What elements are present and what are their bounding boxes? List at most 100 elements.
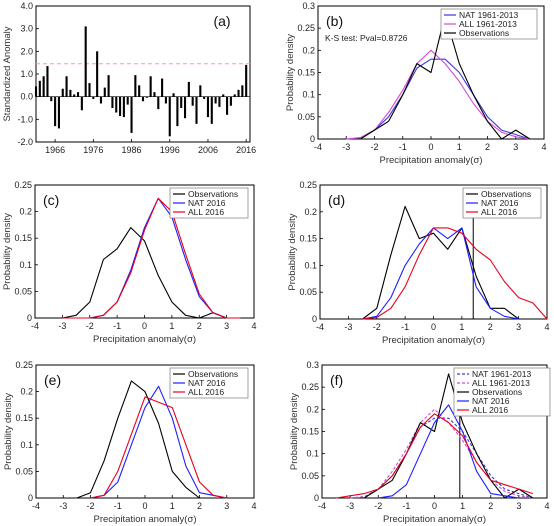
- x-tick-label: -2: [86, 501, 94, 511]
- series-line-nat-2016: [378, 404, 519, 499]
- y-tick-label: 0.0: [20, 92, 33, 102]
- bar: [73, 94, 76, 97]
- legend-entry: ALL 2016: [188, 207, 224, 217]
- bar: [149, 76, 152, 97]
- y-tick-label: 0.1: [20, 440, 33, 450]
- bar: [206, 96, 210, 118]
- y-tick-label: 0.25: [297, 23, 315, 33]
- y-tick-label: 0.2: [19, 207, 32, 217]
- panel-label: (d): [328, 192, 345, 208]
- bar: [164, 96, 167, 104]
- y-tick-label: -1.0: [17, 114, 33, 124]
- series-line-all-1961-2013: [346, 49, 530, 140]
- x-tick-label: 3: [513, 142, 518, 152]
- bar: [107, 75, 110, 97]
- y-tick-label: 0.2: [20, 387, 33, 397]
- x-tick-label: 2: [197, 501, 202, 511]
- series-line-observations: [362, 205, 519, 320]
- legend-entry: ALL 2016: [188, 387, 224, 397]
- bar: [191, 96, 194, 106]
- series-line-nat-1961-2013: [350, 417, 534, 499]
- bar: [214, 96, 217, 104]
- x-tick-label: -3: [58, 321, 66, 331]
- panel-b: 0 0.05 0.1 0.15 0.2 0.25 0.3 -4 -3 -2 -1 0 1 2 3 4 Preci…: [285, 1, 547, 166]
- series-line-all-2016: [362, 227, 548, 320]
- x-tick-label: 0: [431, 322, 436, 332]
- ks-test-annotation: K-S test: Pval=0.8726: [325, 33, 408, 43]
- panel-c: 0 0.05 0.1 0.15 0.2 0.25 -4 -3 -2 -1 0 1 2 3 4 Precipit…: [2, 180, 257, 345]
- bar: [218, 96, 221, 107]
- bar: [203, 96, 206, 99]
- bar: [172, 93, 175, 97]
- x-tick-label: -2: [373, 322, 381, 332]
- x-tick-label: 1976: [83, 145, 103, 155]
- legend-entry: ALL 2016: [481, 207, 517, 217]
- bar: [176, 96, 179, 127]
- y-tick-label: 0.1: [19, 260, 32, 270]
- x-tick-label: 0: [432, 501, 437, 511]
- x-tick-label: 2: [488, 322, 493, 332]
- bar: [187, 81, 190, 97]
- legend-entry: NAT 1961-2013: [459, 10, 518, 20]
- bar: [122, 96, 125, 118]
- panel-a: -2.0 -1.0 0.0 1.0 2.0 3.0 4.0 1966 1976 1986 1996 2…: [2, 1, 256, 155]
- x-tick-label: 2: [485, 142, 490, 152]
- y-tick-label: 0.2: [306, 404, 319, 414]
- y-axis-label: Standardized Anomaly: [2, 26, 13, 121]
- y-axis-label: Probability density: [287, 213, 298, 290]
- legend-entry: NAT 2016: [472, 396, 510, 406]
- y-tick-label: 0.25: [15, 360, 33, 370]
- y-tick-label: 0.15: [297, 68, 315, 78]
- panel-f: 0 0.05 0.1 0.15 0.2 0.25 0.3 -4 -3 -2 -1 0 1 2 3 4 Preci…: [289, 360, 551, 525]
- bar: [233, 94, 236, 97]
- series-line-nat-2016: [362, 227, 519, 320]
- legend-box: [453, 367, 551, 417]
- x-tick-label: -4: [32, 501, 40, 511]
- x-tick-label: -3: [342, 142, 350, 152]
- x-tick-label: 4: [541, 142, 546, 152]
- x-tick-label: 1996: [160, 145, 180, 155]
- x-axis-label: Precipitation anomaly(σ): [379, 155, 482, 166]
- x-tick-label: 3: [516, 322, 521, 332]
- bar: [34, 86, 38, 97]
- x-tick-label: -2: [86, 321, 94, 331]
- bar: [76, 92, 80, 97]
- series-line-all-2016: [62, 197, 241, 319]
- bar: [180, 96, 183, 108]
- legend-entry: ALL 1961-2013: [459, 19, 517, 29]
- y-tick-label: 0: [27, 313, 32, 323]
- y-tick-label: -2.0: [17, 137, 33, 147]
- bar: [115, 96, 118, 113]
- legend-entry: Observations: [481, 189, 531, 199]
- legend-entry: NAT 2016: [481, 198, 519, 208]
- bar: [168, 96, 171, 137]
- y-tick-label: 0.05: [297, 112, 315, 122]
- x-tick-label: 1986: [122, 145, 142, 155]
- y-tick-label: 0.1: [306, 449, 319, 459]
- y-tick-label: 0.05: [15, 466, 33, 476]
- y-tick-label: 0.3: [302, 1, 315, 11]
- bar: [241, 85, 244, 97]
- y-tick-label: 0.2: [302, 45, 315, 55]
- bar: [134, 75, 137, 97]
- y-tick-label: 0.05: [299, 287, 317, 297]
- y-tick-label: 2.0: [20, 46, 33, 56]
- bar: [145, 96, 148, 98]
- y-axis-label: Probability density: [2, 213, 13, 290]
- y-tick-label: 1.0: [20, 69, 33, 79]
- x-axis-label: Precipitation anomaly(σ): [93, 514, 196, 525]
- x-tick-label: 0: [142, 501, 147, 511]
- x-tick-label: 1: [169, 321, 174, 331]
- y-tick-label: 0.15: [301, 427, 319, 437]
- y-tick-label: 0.25: [299, 180, 317, 190]
- x-tick-label: 1966: [45, 145, 65, 155]
- x-tick-label: 1: [170, 501, 175, 511]
- series-line-observations: [363, 373, 534, 499]
- bar: [92, 96, 95, 99]
- bar: [195, 96, 198, 124]
- y-tick-label: 0.05: [301, 471, 319, 481]
- panel-label: (c): [43, 192, 59, 208]
- x-tick-label: 2016: [236, 145, 256, 155]
- bar: [61, 88, 64, 97]
